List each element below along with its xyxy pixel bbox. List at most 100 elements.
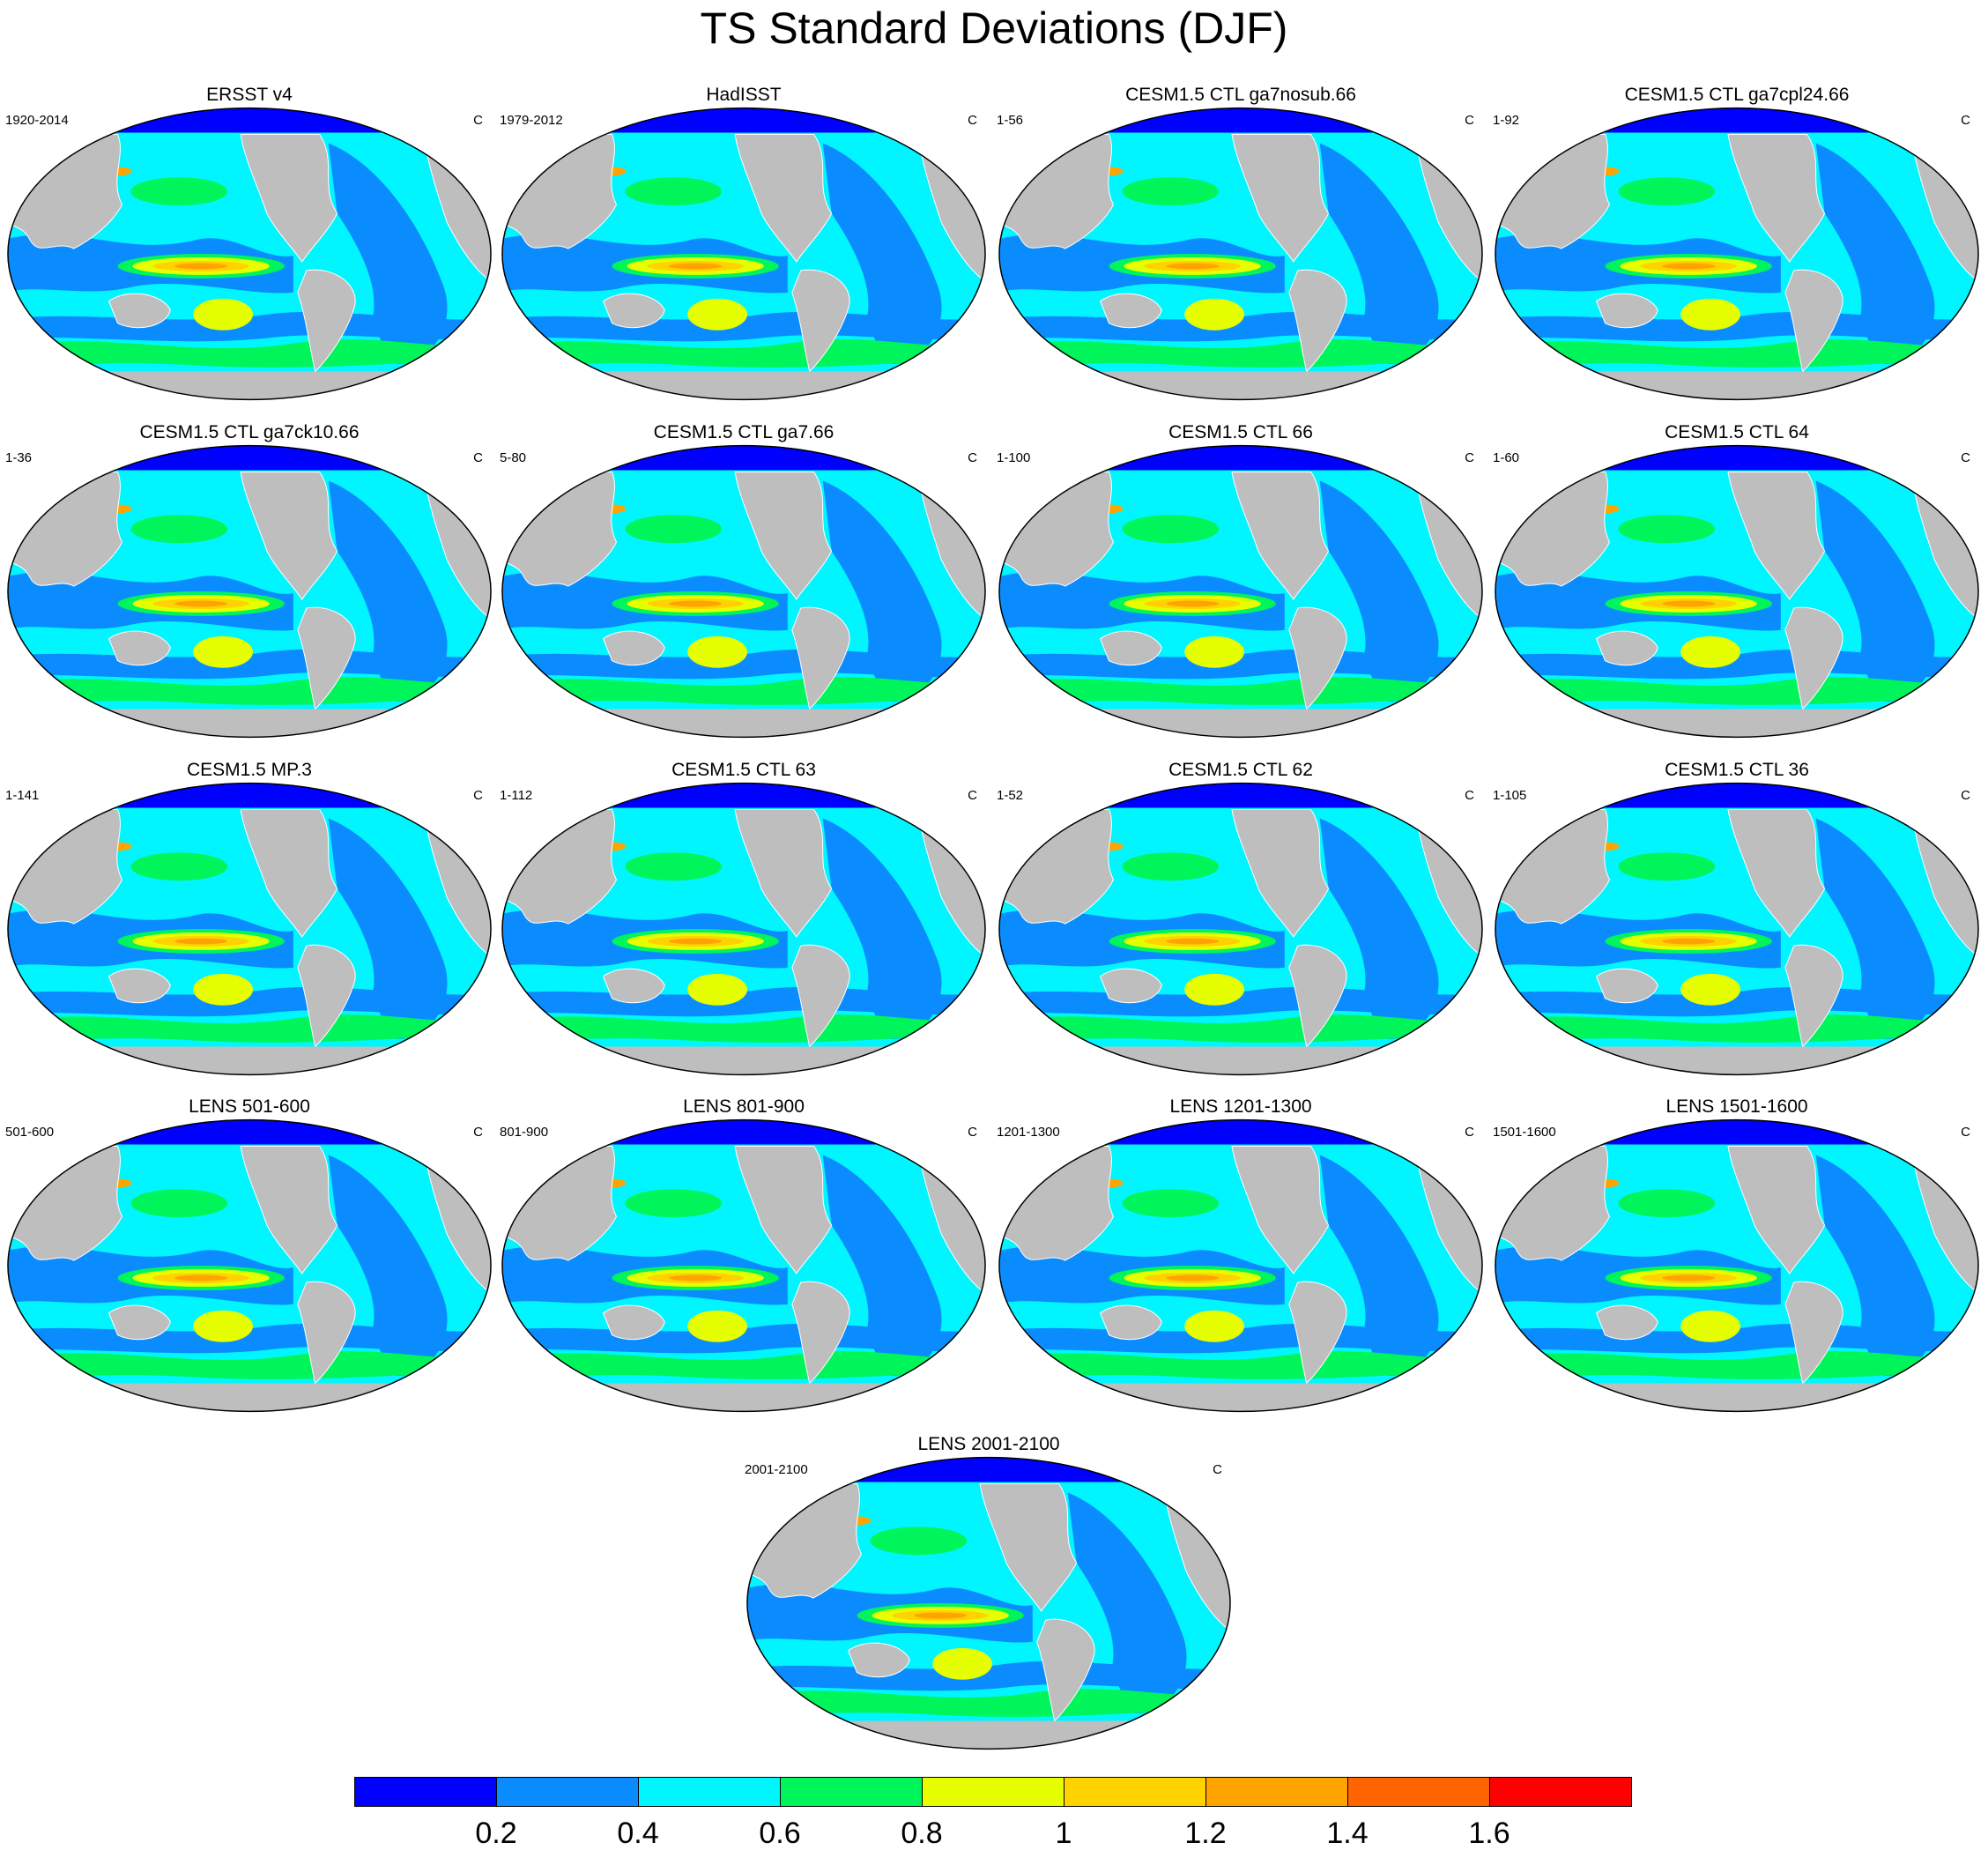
south-america-landmass [1288, 944, 1347, 1048]
southern-ocean-band [1508, 1014, 1966, 1043]
south-america-landmass [791, 269, 850, 373]
arctic-ice [7, 783, 492, 808]
australia-landmass [602, 1304, 665, 1341]
south-pacific-anomaly [1184, 298, 1244, 331]
colorbar-swatch [1347, 1777, 1490, 1807]
south-pacific-anomaly [687, 1310, 747, 1342]
colorbar-tick-label: 0.4 [617, 1817, 659, 1850]
map-outline [7, 444, 492, 739]
panel-title: LENS 801-900 [683, 1096, 805, 1117]
south-pacific-anomaly [932, 1647, 992, 1680]
antarctica-landmass [7, 709, 492, 738]
panel-units-label: C [1961, 788, 1970, 803]
south-america-landmass [791, 606, 850, 710]
antarctica-landmass [501, 371, 986, 400]
south-pacific-anomaly [1680, 973, 1740, 1006]
south-pacific-anomaly [1680, 1310, 1740, 1342]
panel-title: ERSST v4 [206, 85, 293, 105]
enso-core [1166, 1274, 1220, 1282]
colorbar-swatch [496, 1777, 639, 1807]
enso-core [669, 263, 723, 270]
world-map [998, 782, 1483, 1076]
atlantic-band [822, 1155, 942, 1376]
australia-landmass [1099, 630, 1162, 666]
map-outline [1495, 444, 1979, 739]
panel-title: CESM1.5 CTL 64 [1665, 422, 1809, 442]
panel-period-label: 1-60 [1493, 450, 1520, 465]
map-outline [998, 444, 1483, 739]
arctic-ice [7, 1119, 492, 1145]
world-map [998, 1118, 1483, 1413]
north-america-landmass [1231, 133, 1330, 263]
north-america-landmass [734, 133, 833, 263]
arctic-ice [998, 445, 1483, 471]
colorbar-swatch [638, 1777, 781, 1807]
panel-title: LENS 501-600 [189, 1096, 310, 1117]
south-pacific-anomaly [193, 973, 253, 1006]
australia-landmass [847, 1642, 910, 1678]
world-map [7, 444, 492, 739]
map-outline [501, 1118, 986, 1413]
map-panel: CESM1.5 MP.3 1-141 C [4, 760, 495, 1077]
australia-landmass [1099, 1304, 1162, 1341]
arctic-ice [1495, 783, 1979, 808]
panel-units-label: C [1961, 450, 1970, 465]
enso-core [1166, 263, 1220, 270]
panel-period-label: 501-600 [5, 1125, 55, 1140]
colorbar-swatch [922, 1777, 1064, 1807]
panel-period-label: 1-105 [1493, 788, 1527, 803]
south-america-landmass [1784, 1281, 1843, 1385]
south-america-landmass [297, 606, 356, 710]
world-map [501, 1118, 986, 1413]
north-america-landmass [240, 133, 338, 263]
south-pacific-anomaly [1680, 635, 1740, 668]
australia-landmass [108, 293, 171, 329]
atlantic-band [1815, 480, 1935, 702]
antarctica-landmass [501, 1046, 986, 1075]
north-pacific-anomaly [1618, 177, 1716, 206]
enso-core [1166, 938, 1220, 945]
south-america-landmass [791, 944, 850, 1048]
atlantic-band [1319, 143, 1439, 364]
enso-core [669, 1274, 723, 1282]
atlantic-band [1815, 818, 1935, 1039]
south-pacific-anomaly [193, 1310, 253, 1342]
north-america-landmass [1727, 808, 1826, 938]
enso-core [174, 938, 228, 945]
south-pacific-anomaly [193, 298, 253, 331]
australia-landmass [1595, 1304, 1658, 1341]
map-outline [746, 1456, 1231, 1750]
panel-title: CESM1.5 CTL ga7nosub.66 [1125, 85, 1356, 105]
map-panel: LENS 1201-1300 1201-1300 C [995, 1096, 1487, 1414]
atlantic-band [1815, 143, 1935, 364]
south-america-landmass [1288, 269, 1347, 373]
arctic-ice [501, 783, 986, 808]
australia-landmass [602, 293, 665, 329]
panel-title: CESM1.5 CTL 62 [1168, 760, 1313, 780]
north-pacific-anomaly [130, 515, 228, 544]
southern-ocean-band [515, 339, 973, 368]
world-map [998, 444, 1483, 739]
world-map [1495, 782, 1979, 1076]
north-pacific-anomaly [130, 1189, 228, 1218]
southern-ocean-band [1508, 339, 1966, 368]
panel-period-label: 1-56 [997, 113, 1024, 128]
atlantic-band [1319, 1155, 1439, 1376]
antarctica-landmass [998, 1046, 1483, 1075]
south-pacific-anomaly [687, 635, 747, 668]
map-panel: CESM1.5 CTL 62 1-52 C [995, 760, 1487, 1077]
map-outline [1495, 107, 1979, 401]
south-america-landmass [791, 1281, 850, 1385]
atlantic-band [822, 818, 942, 1039]
world-map [1495, 444, 1979, 739]
colorbar-tick-label: 0.8 [901, 1817, 943, 1850]
south-pacific-anomaly [1184, 1310, 1244, 1342]
southern-ocean-band [20, 1351, 478, 1379]
world-map [7, 782, 492, 1076]
australia-landmass [1595, 968, 1658, 1004]
south-america-landmass [297, 269, 356, 373]
map-outline [501, 782, 986, 1076]
north-america-landmass [734, 808, 833, 938]
panel-units-label: C [1465, 113, 1474, 128]
south-pacific-anomaly [193, 635, 253, 668]
